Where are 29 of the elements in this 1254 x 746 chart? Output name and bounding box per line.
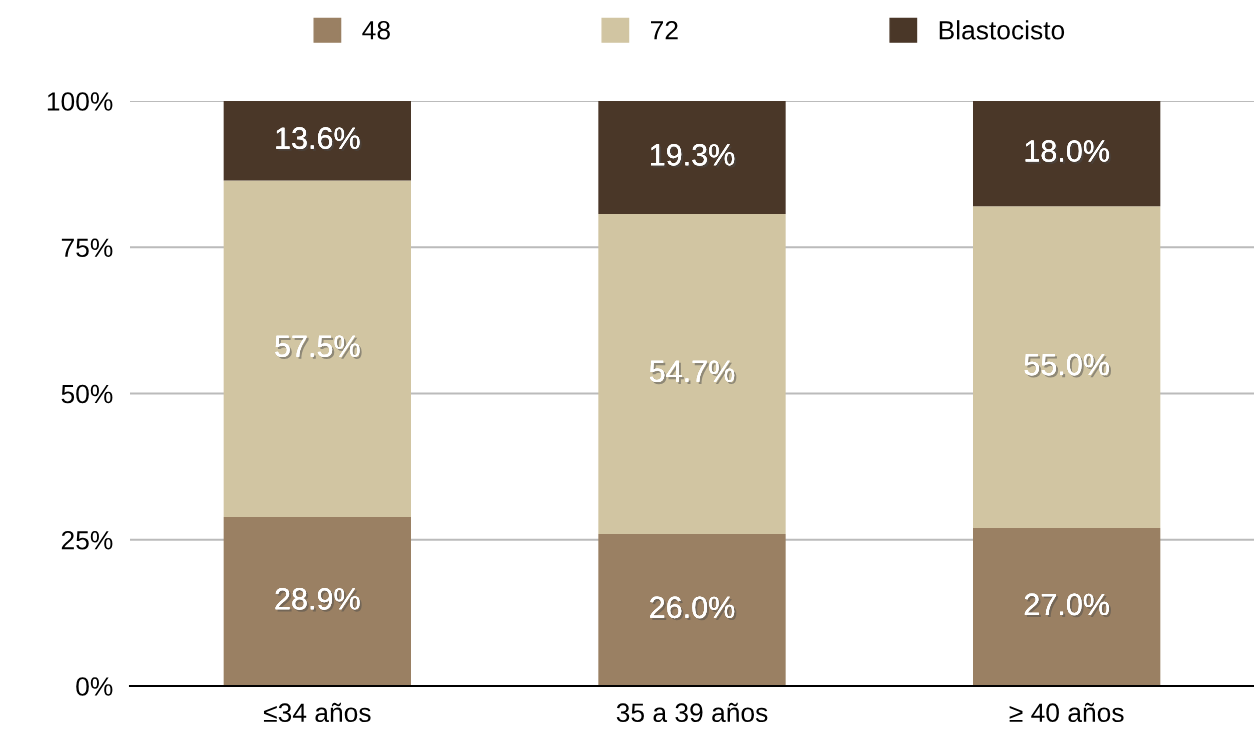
bar: [598, 101, 786, 214]
bar: [973, 206, 1161, 529]
data-label: 57.5%: [275, 335, 362, 360]
y-tick-label: 0%: [76, 677, 113, 696]
bar: [598, 213, 786, 534]
legend-label: 48: [362, 20, 390, 40]
bar: [973, 528, 1161, 686]
bar: [973, 101, 1161, 207]
data-label: 18.0%: [1025, 140, 1111, 164]
data-label: 28.9%: [275, 588, 362, 612]
x-tick-label: ≤34 años: [263, 702, 371, 723]
legend-label: Blastocisto: [939, 20, 1065, 40]
data-label: 55.0%: [1024, 353, 1111, 378]
y-tick-label: 100%: [47, 92, 113, 111]
data-label: 26.0%: [650, 596, 737, 621]
y-tick-label: 75%: [61, 238, 113, 258]
y-tick-label: 50%: [61, 384, 113, 404]
bar: [223, 516, 411, 686]
y-tick-label: 25%: [61, 530, 113, 550]
data-label: 19.3%: [651, 144, 737, 168]
data-label: 13.6%: [276, 127, 362, 152]
legend-label: 72: [651, 20, 678, 40]
data-label: 27.0%: [1024, 593, 1111, 618]
bar: [598, 533, 786, 686]
bar: [223, 101, 411, 181]
bar: [223, 180, 411, 517]
data-label: 54.7%: [649, 360, 737, 385]
x-tick-label: ≥ 40 años: [1009, 702, 1124, 723]
x-tick-label: 35 a 39 años: [616, 702, 768, 723]
